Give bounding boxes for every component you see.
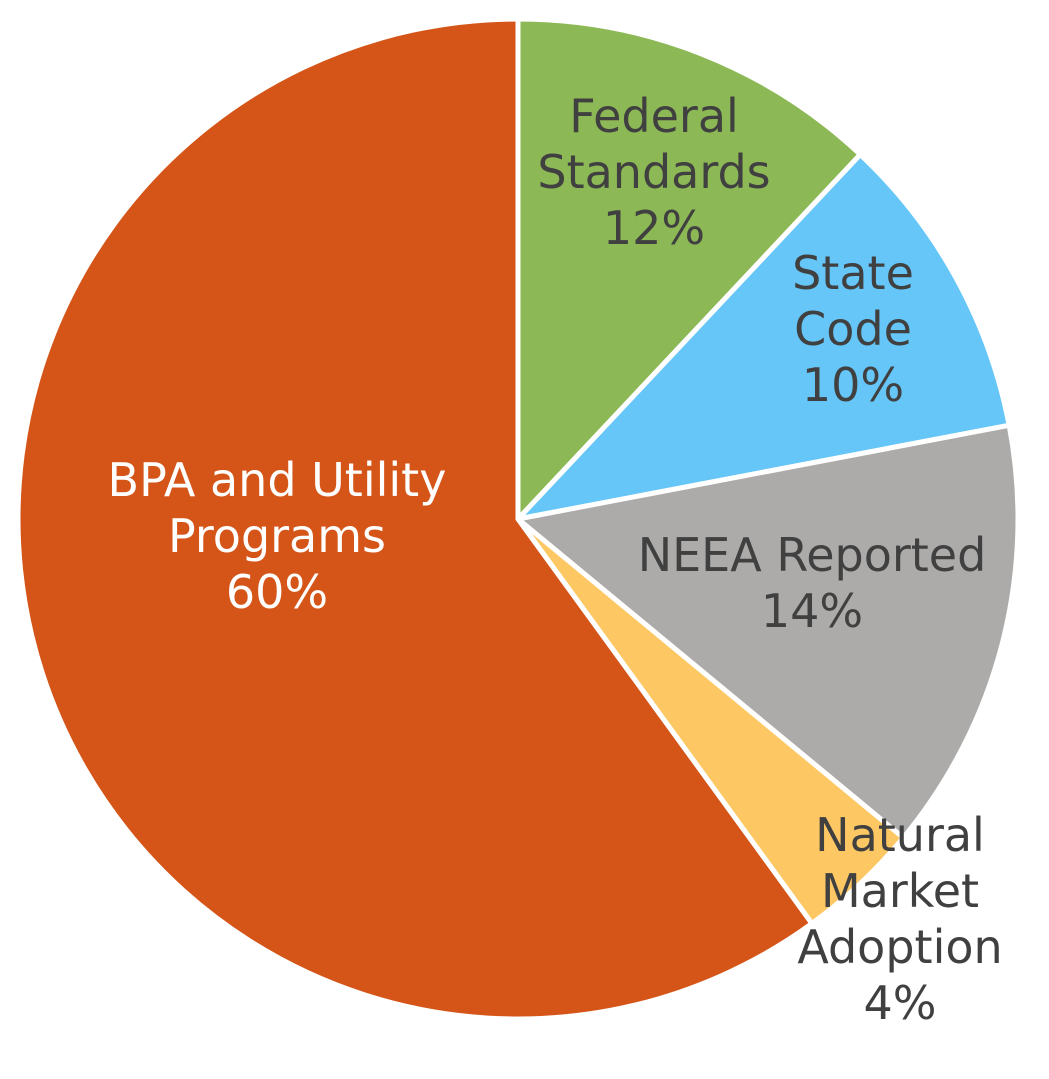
pie-slice xyxy=(510,150,1013,523)
slice-label: BPA and Utility Programs 60% xyxy=(108,453,447,619)
slice-name-label: Standards xyxy=(537,145,770,199)
slice-name-label: State xyxy=(792,246,914,300)
slice-name-label: Federal xyxy=(569,89,739,143)
slice-name-label: Code xyxy=(794,302,912,356)
slice-percent-label: 4% xyxy=(864,976,937,1030)
slice-label: Natural Market Adoption 4% xyxy=(797,808,1002,1030)
slice-label: NEEA Reported 14% xyxy=(638,528,987,638)
slice-name-label: Programs xyxy=(168,509,386,563)
slice-label: Federal Standards 12% xyxy=(537,89,770,255)
slice-name-label: Adoption xyxy=(797,920,1002,974)
slice-percent-label: 10% xyxy=(802,358,904,412)
pie-slices xyxy=(15,16,1021,1022)
pie-labels: Federal Standards 12%State Code 10%NEEA Repo… xyxy=(108,89,1003,1030)
slice-name-label: Natural xyxy=(815,808,985,862)
pie-slice xyxy=(15,16,816,1022)
slice-percent-label: 14% xyxy=(761,584,863,638)
pie-slice xyxy=(515,16,864,526)
slice-percent-label: 60% xyxy=(226,565,328,619)
pie-slice xyxy=(512,422,1021,842)
slice-label: State Code 10% xyxy=(792,246,914,412)
slice-percent-label: 12% xyxy=(603,201,705,255)
slice-name-label: Market xyxy=(821,864,979,918)
slice-name-label: BPA and Utility xyxy=(108,453,447,507)
slice-name-label: NEEA Reported xyxy=(638,528,987,582)
